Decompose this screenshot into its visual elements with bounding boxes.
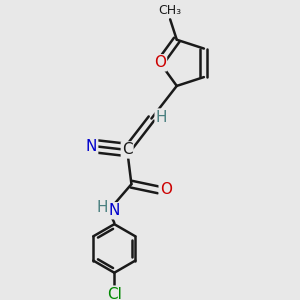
Text: O: O (154, 55, 166, 70)
Text: O: O (160, 182, 172, 197)
Text: N: N (86, 139, 97, 154)
Text: Cl: Cl (107, 286, 122, 300)
Text: CH₃: CH₃ (159, 4, 182, 16)
Text: H: H (156, 110, 167, 124)
Text: H: H (96, 200, 108, 214)
Text: C: C (122, 142, 133, 158)
Text: N: N (109, 203, 120, 218)
